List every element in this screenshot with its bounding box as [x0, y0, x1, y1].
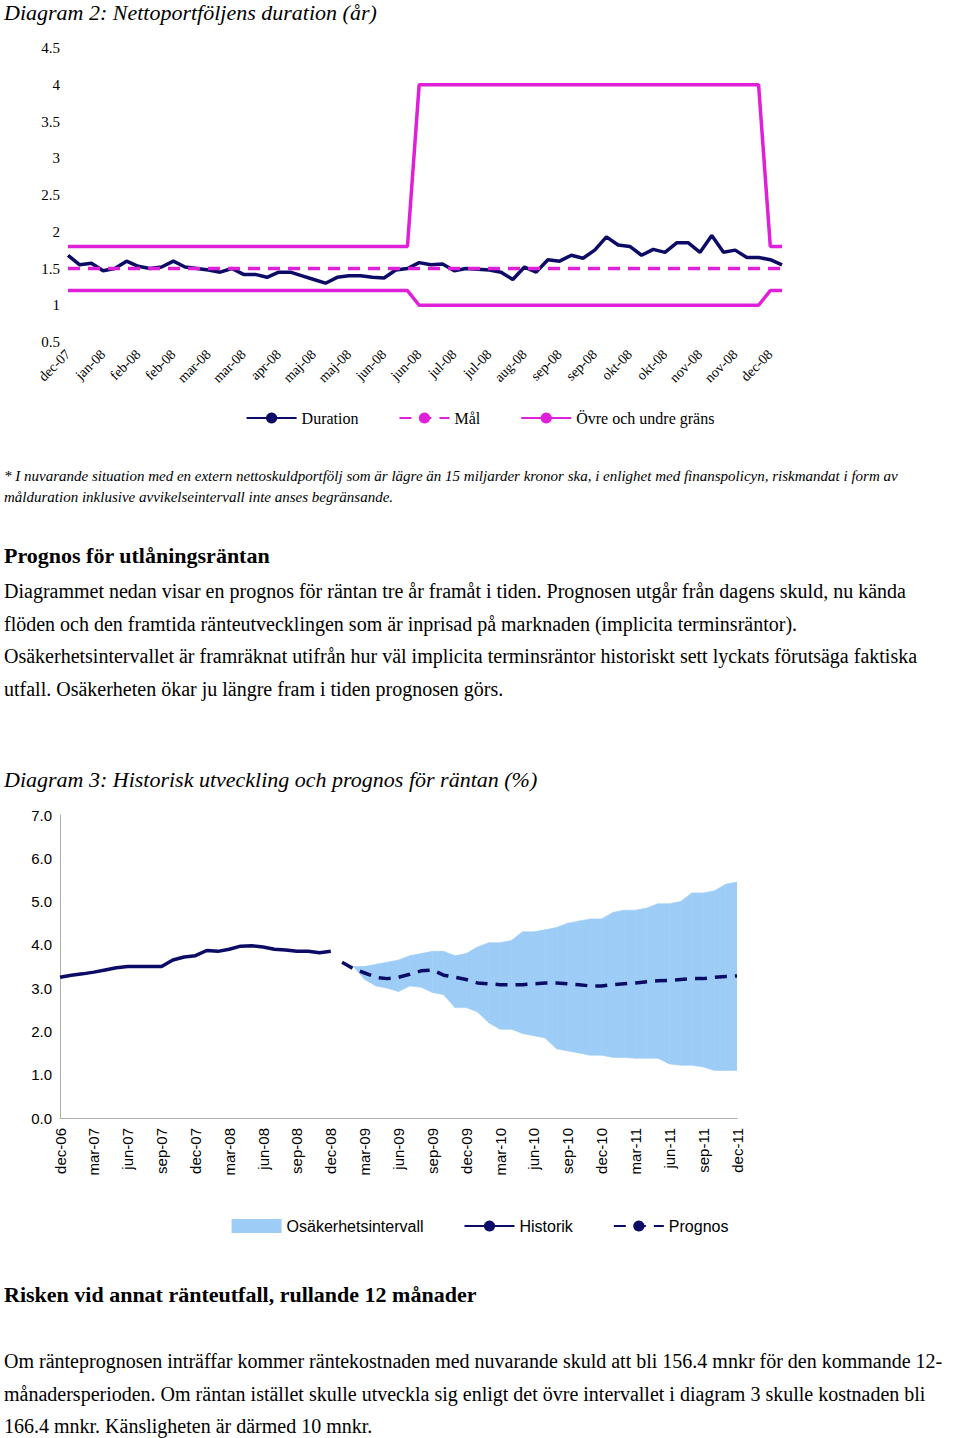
html-text:* I nuvarande situation med en: * I nuvarande situation med en extern ne… [4, 468, 898, 505]
svg-text:2.0: 2.0 [31, 1023, 52, 1040]
svg-text:jun-08: jun-08 [255, 1128, 272, 1171]
svg-text:jun-08: jun-08 [387, 347, 424, 384]
svg-text:4.0: 4.0 [31, 936, 52, 953]
svg-text:0.5: 0.5 [41, 334, 60, 350]
svg-text:1.0: 1.0 [31, 1066, 52, 1083]
svg-text:dec-11: dec-11 [729, 1128, 746, 1173]
svg-text:maj-08: maj-08 [280, 347, 319, 386]
svg-text:jan-08: jan-08 [72, 347, 109, 384]
svg-text:feb-08: feb-08 [107, 347, 143, 383]
svg-text:dec-10: dec-10 [593, 1128, 610, 1174]
html-text:Prognos för utlåningsräntan: Prognos för utlåningsräntan [4, 543, 270, 568]
svg-text:mar-08: mar-08 [210, 347, 249, 386]
svg-text:mar-09: mar-09 [356, 1128, 373, 1176]
svg-text:Duration: Duration [302, 410, 359, 427]
html-text:Om ränteprognosen inträffar ko: Om ränteprognosen inträffar kommer ränte… [4, 1350, 943, 1437]
html-text:Diagram 2: Nettoportföljens du: Diagram 2: Nettoportföljens duration (år… [4, 0, 377, 25]
svg-text:jul-08: jul-08 [425, 347, 460, 382]
html-text:Risken vid annat ränteutfall,: Risken vid annat ränteutfall, rullande 1… [4, 1282, 477, 1307]
svg-text:mar-11: mar-11 [627, 1128, 644, 1174]
svg-text:dec-08: dec-08 [738, 347, 776, 385]
svg-text:feb-08: feb-08 [142, 347, 178, 383]
svg-text:dec-09: dec-09 [458, 1128, 475, 1174]
svg-text:6.0: 6.0 [31, 850, 52, 867]
svg-text:Övre och undre gräns: Övre och undre gräns [576, 410, 714, 428]
svg-text:Osäkerhetsintervall: Osäkerhetsintervall [287, 1218, 424, 1235]
svg-text:1: 1 [53, 297, 61, 313]
svg-text:2.5: 2.5 [41, 187, 60, 203]
svg-text:sep-11: sep-11 [695, 1128, 712, 1173]
svg-text:jun-10: jun-10 [525, 1128, 542, 1171]
svg-text:1.5: 1.5 [41, 261, 60, 277]
svg-text:jun-11: jun-11 [661, 1128, 678, 1170]
svg-text:okt-08: okt-08 [634, 347, 670, 383]
svg-text:sep-07: sep-07 [153, 1128, 170, 1174]
svg-text:jun-08: jun-08 [352, 347, 389, 384]
svg-text:mar-10: mar-10 [492, 1128, 509, 1176]
svg-text:dec-07: dec-07 [187, 1128, 204, 1174]
svg-text:dec-06: dec-06 [52, 1128, 69, 1174]
html-text:Diagrammet nedan visar en prog: Diagrammet nedan visar en prognos för rä… [4, 580, 917, 700]
html-text:Diagram 3: Historisk utvecklin: Diagram 3: Historisk utveckling och prog… [4, 767, 538, 792]
svg-text:3.0: 3.0 [31, 980, 52, 997]
svg-text:3: 3 [53, 150, 61, 166]
svg-text:4: 4 [53, 77, 61, 93]
svg-text:sep-08: sep-08 [563, 347, 600, 384]
svg-text:jul-08: jul-08 [460, 347, 495, 382]
svg-text:3.5: 3.5 [41, 114, 60, 130]
svg-text:7.0: 7.0 [31, 807, 52, 824]
svg-text:mar-08: mar-08 [175, 347, 214, 386]
svg-text:okt-08: okt-08 [599, 347, 635, 383]
svg-text:sep-08: sep-08 [528, 347, 565, 384]
svg-text:2: 2 [53, 224, 61, 240]
svg-text:dec-07: dec-07 [36, 347, 74, 385]
svg-text:mar-08: mar-08 [221, 1128, 238, 1176]
svg-text:nov-08: nov-08 [667, 347, 706, 386]
svg-text:sep-10: sep-10 [559, 1128, 576, 1174]
svg-text:dec-08: dec-08 [322, 1128, 339, 1174]
svg-text:Prognos: Prognos [669, 1218, 729, 1235]
svg-text:apr-08: apr-08 [248, 347, 284, 383]
svg-text:aug-08: aug-08 [492, 347, 530, 385]
svg-text:4.5: 4.5 [41, 40, 60, 56]
svg-text:sep-08: sep-08 [288, 1128, 305, 1174]
svg-text:0.0: 0.0 [31, 1110, 52, 1127]
svg-text:sep-09: sep-09 [424, 1128, 441, 1174]
svg-text:Mål: Mål [454, 410, 480, 427]
svg-text:maj-08: maj-08 [316, 347, 355, 386]
svg-text:mar-07: mar-07 [85, 1128, 102, 1176]
svg-text:nov-08: nov-08 [702, 347, 741, 386]
svg-text:jun-07: jun-07 [119, 1128, 136, 1171]
svg-text:Historik: Historik [520, 1218, 574, 1235]
svg-text:jun-09: jun-09 [390, 1128, 407, 1171]
svg-text:5.0: 5.0 [31, 893, 52, 910]
